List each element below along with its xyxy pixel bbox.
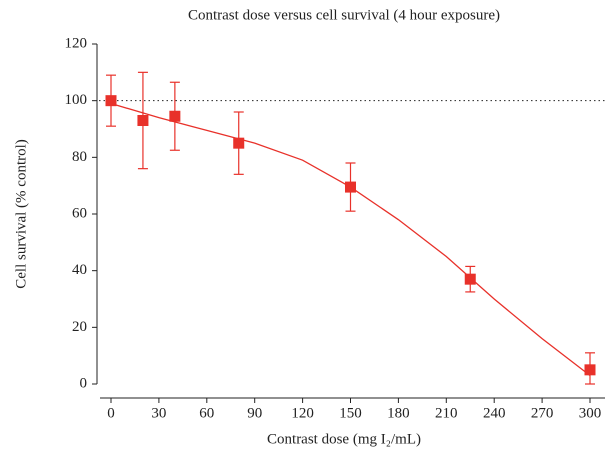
y-tick-label: 20 [72,319,87,335]
x-tick-label: 240 [483,405,506,421]
fit-curve [110,102,591,377]
y-axis-label: Cell survival (% control) [13,139,29,289]
x-tick-label: 60 [199,405,214,421]
x-tick-label: 300 [579,405,602,421]
y-tick-label: 0 [80,375,88,391]
chart-title: Contrast dose versus cell survival (4 ho… [188,7,500,23]
y-tick-label: 120 [65,35,88,51]
point [464,273,476,285]
point [169,110,181,122]
y-tick-label: 60 [72,205,87,221]
y-tick-label: 100 [65,92,88,108]
y-tick-label: 80 [72,149,87,165]
point [584,364,596,376]
x-tick-label: 30 [151,405,166,421]
y-tick-label: 40 [72,262,87,278]
point [233,137,245,149]
x-tick-label: 0 [107,405,115,421]
x-tick-label: 180 [387,405,410,421]
x-tick-label: 150 [339,405,362,421]
x-tick-label: 210 [435,405,458,421]
point [105,95,117,107]
point [345,181,356,193]
point [137,115,149,126]
x-tick-label: 270 [531,405,554,421]
x-tick-label: 120 [291,405,314,421]
x-axis-label: Contrast dose (mg I₂/mL) [267,431,421,447]
x-tick-label: 90 [247,405,262,421]
